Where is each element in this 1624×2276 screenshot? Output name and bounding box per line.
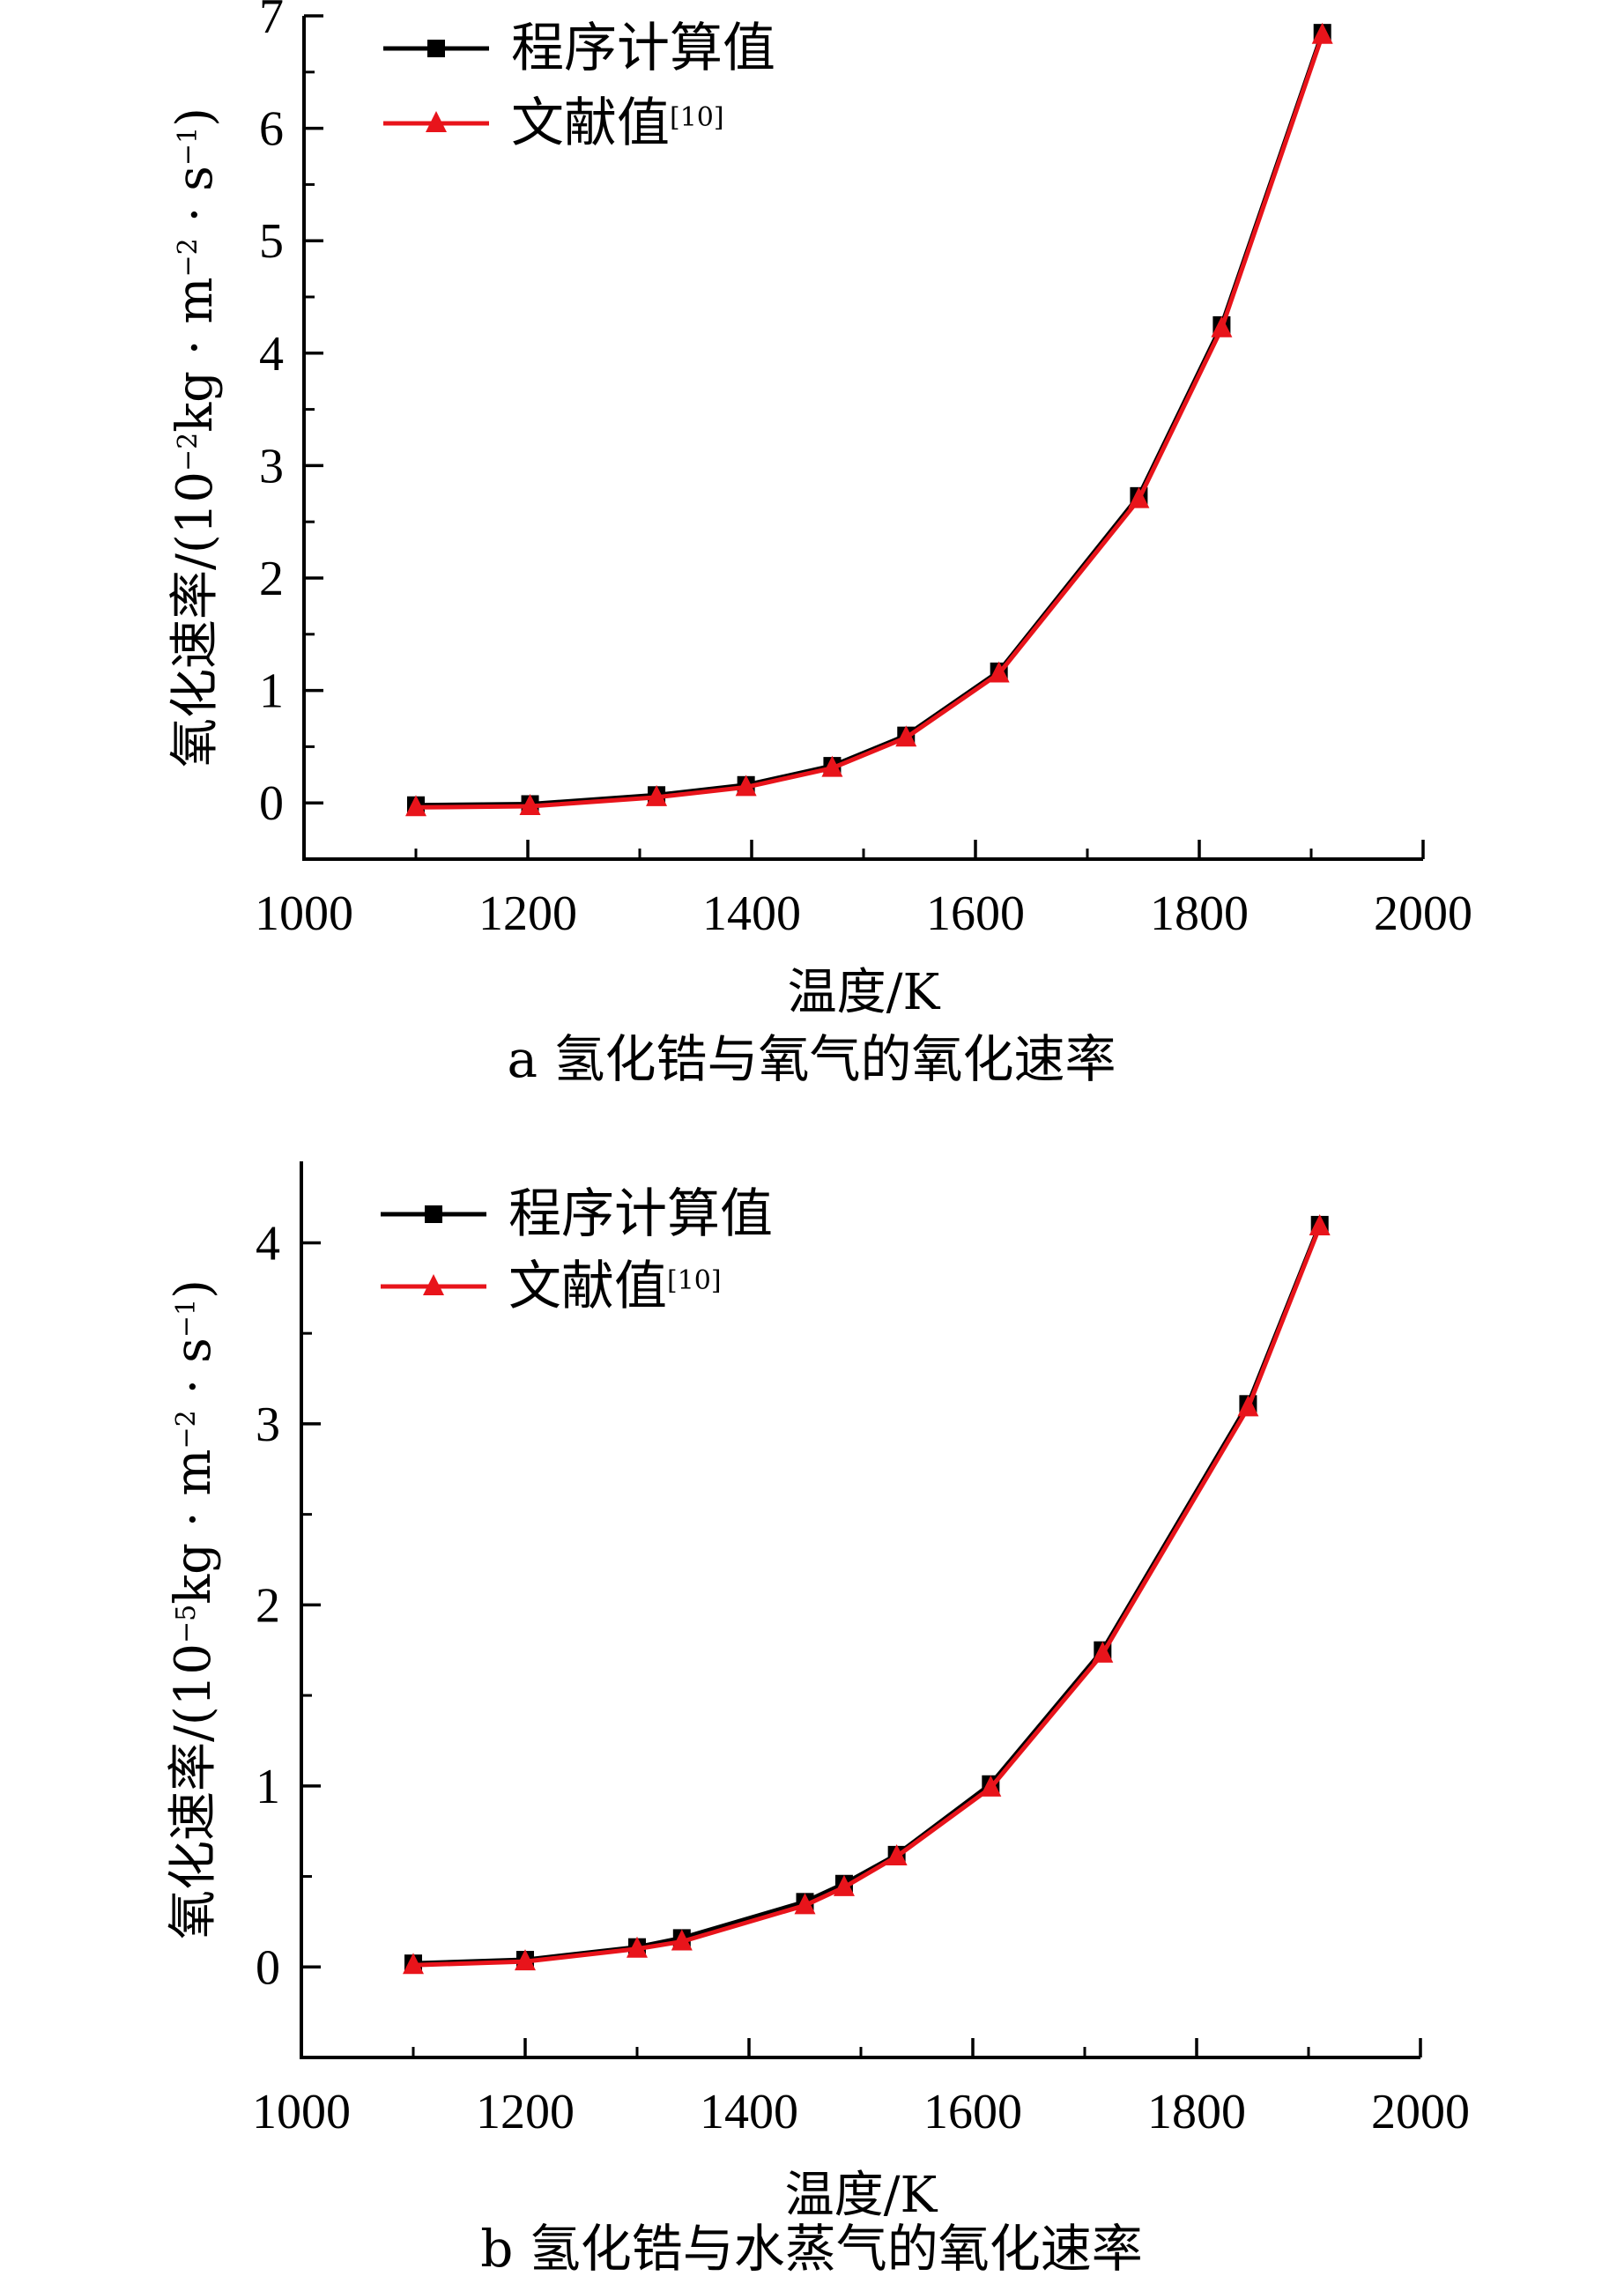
data-point-triangle (833, 1874, 855, 1896)
data-point-triangle (1211, 315, 1233, 337)
y-tick-label: 2 (259, 552, 284, 606)
data-point-triangle (519, 794, 541, 816)
series-line-calculated (412, 1223, 1323, 1966)
series-line-literature (415, 33, 1325, 810)
data-point-triangle (821, 755, 843, 777)
y-tick-label: 0 (259, 776, 284, 831)
y-axis-title: 氧化速率/(10−2kg · m−2 · s−1) (167, 107, 224, 767)
data-point-triangle (1128, 486, 1150, 508)
data-point-triangle (1237, 1395, 1259, 1417)
x-axis-title: 温度/K (788, 964, 941, 1021)
x-tick-label: 1000 (255, 886, 353, 941)
data-point-triangle (735, 775, 757, 797)
data-point-triangle (1092, 1641, 1114, 1663)
y-tick-label: 4 (259, 327, 284, 382)
data-point-triangle (627, 1936, 648, 1958)
legend-marker-triangle (423, 1274, 444, 1295)
legend-label: 程序计算值 (511, 18, 775, 79)
data-point-triangle (886, 1843, 908, 1865)
legend-marker-square (425, 1205, 442, 1223)
y-tick-label: 5 (259, 214, 284, 269)
chart-b: 1000 1200 1400 1600 1800 2000 0 1 2 3 4 温度/K 氧化速率/(1… (165, 1161, 1470, 2276)
chart-caption: b 氢化锆与水蒸气的氧化速率 (480, 2219, 1143, 2276)
x-tick-label: 1800 (1150, 886, 1249, 941)
x-tick-label: 1600 (923, 2085, 1022, 2139)
legend-label: 文献值[10] (511, 93, 724, 154)
x-tick-label: 1400 (702, 886, 801, 941)
chart-caption: a 氢化锆与氧气的氧化速率 (507, 1029, 1116, 1089)
data-point-triangle (671, 1929, 693, 1951)
x-tick-label: 2000 (1371, 2085, 1470, 2139)
y-tick-label: 3 (259, 439, 284, 493)
chart-a: 1000 1200 1400 1600 1800 2000 0 1 2 3 4 5 6 7 温度/K 氧化速率… (167, 0, 1472, 1089)
x-axis-title: 温度/K (785, 2167, 938, 2224)
data-point-triangle (515, 1949, 536, 1971)
y-tick-label: 6 (259, 102, 284, 157)
y-tick-label: 2 (256, 1578, 280, 1633)
y-tick-label: 0 (256, 1940, 280, 1995)
y-tick-label: 1 (259, 664, 284, 719)
data-point-triangle (403, 1953, 424, 1975)
x-tick-label: 1000 (252, 2085, 351, 2139)
y-tick-label: 3 (256, 1397, 280, 1452)
y-tick-label: 4 (256, 1216, 280, 1271)
x-tick-label: 1200 (476, 2085, 575, 2139)
data-point-triangle (405, 795, 426, 817)
y-tick-label: 7 (259, 0, 284, 44)
series-line-literature (412, 1226, 1323, 1968)
data-point-triangle (794, 1893, 816, 1915)
x-tick-label: 1800 (1147, 2085, 1246, 2139)
legend-label: 文献值[10] (508, 1256, 722, 1317)
legend-marker-square (427, 40, 445, 57)
x-tick-label: 1400 (700, 2085, 798, 2139)
y-axis-title: 氧化速率/(10−5kg · m−2 · s−1) (165, 1279, 222, 1939)
data-point-triangle (988, 661, 1010, 683)
legend-label: 程序计算值 (508, 1183, 773, 1245)
data-point-triangle (646, 784, 668, 806)
data-point-triangle (1309, 1213, 1331, 1235)
legend-marker-triangle (426, 111, 447, 132)
data-point-triangle (895, 725, 917, 747)
data-point-triangle (980, 1775, 1002, 1797)
data-point-triangle (1311, 22, 1333, 44)
y-tick-label: 1 (256, 1760, 280, 1814)
x-tick-label: 2000 (1374, 886, 1472, 941)
x-tick-label: 1200 (478, 886, 577, 941)
x-tick-label: 1600 (926, 886, 1025, 941)
